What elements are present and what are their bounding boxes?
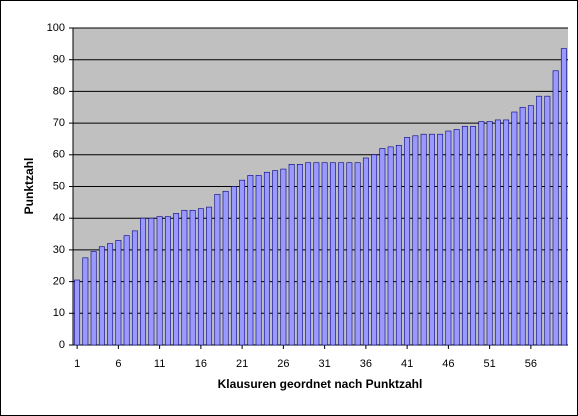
bar <box>544 95 551 346</box>
bar <box>511 111 518 346</box>
x-tick-label: 51 <box>484 358 496 370</box>
bar <box>156 216 163 346</box>
bar <box>140 217 147 346</box>
x-tick-label: 31 <box>319 358 331 370</box>
bar <box>239 179 246 346</box>
bar <box>412 135 419 346</box>
bar <box>247 175 254 346</box>
y-tick-label: 90 <box>53 54 65 66</box>
bar <box>379 148 386 346</box>
x-tick-label: 1 <box>74 358 80 370</box>
bar <box>560 48 567 346</box>
y-tick-label: 10 <box>53 307 65 319</box>
y-tick-label: 20 <box>53 276 65 288</box>
bar <box>74 279 81 346</box>
bar <box>115 240 122 346</box>
x-tick-label: 46 <box>442 358 454 370</box>
bar <box>189 209 196 346</box>
bar <box>371 154 378 346</box>
bar <box>552 70 559 346</box>
bar <box>181 209 188 346</box>
bar <box>313 162 320 346</box>
bar <box>404 137 411 346</box>
x-tick-label: 41 <box>401 358 413 370</box>
bar <box>272 170 279 346</box>
bar <box>527 105 534 346</box>
bar <box>173 213 180 346</box>
bar <box>503 119 510 346</box>
bar <box>288 164 295 346</box>
bar <box>107 243 114 346</box>
bar <box>362 157 369 346</box>
x-tick-label: 16 <box>195 358 207 370</box>
bar <box>486 121 493 346</box>
y-tick-label: 60 <box>53 149 65 161</box>
x-tick-label: 36 <box>360 358 372 370</box>
bar <box>519 106 526 346</box>
bar <box>255 175 262 346</box>
bar <box>305 162 312 346</box>
y-tick-label: 50 <box>53 180 65 192</box>
bar <box>222 190 229 346</box>
bar <box>123 235 130 346</box>
bar <box>90 251 97 346</box>
bar <box>420 133 427 346</box>
bar <box>131 230 138 346</box>
bar <box>470 125 477 346</box>
bar <box>453 129 460 346</box>
bar <box>338 162 345 346</box>
bar <box>536 95 543 346</box>
bar <box>321 162 328 346</box>
bar <box>445 130 452 346</box>
bar <box>346 162 353 346</box>
bar <box>206 206 213 346</box>
bar <box>354 162 361 346</box>
bar <box>296 164 303 346</box>
bar <box>148 217 155 346</box>
bar <box>197 208 204 346</box>
y-tick-label: 30 <box>53 244 65 256</box>
y-tick-label: 0 <box>59 339 65 351</box>
bar <box>494 119 501 346</box>
bar <box>98 246 105 346</box>
bar <box>437 133 444 346</box>
bar <box>214 194 221 346</box>
x-tick-label: 56 <box>525 358 537 370</box>
bar <box>280 168 287 346</box>
bar <box>230 186 237 346</box>
x-axis-label: Klausuren geordnet nach Punktzahl <box>218 377 423 391</box>
y-axis-label: Punktzahl <box>22 158 36 215</box>
bar <box>82 257 89 346</box>
bar <box>329 162 336 346</box>
y-tick-label: 100 <box>47 22 65 34</box>
bar <box>461 125 468 346</box>
x-tick-label: 6 <box>115 358 121 370</box>
bar <box>395 144 402 346</box>
x-tick-label: 21 <box>236 358 248 370</box>
y-tick-label: 40 <box>53 212 65 224</box>
bar <box>164 216 171 346</box>
bar <box>387 146 394 346</box>
bar <box>478 121 485 346</box>
x-tick-label: 11 <box>154 358 165 370</box>
y-tick-label: 70 <box>53 117 65 129</box>
y-tick-label: 80 <box>53 85 65 97</box>
bar <box>428 133 435 346</box>
x-tick-label: 26 <box>277 358 289 370</box>
bar <box>263 171 270 346</box>
